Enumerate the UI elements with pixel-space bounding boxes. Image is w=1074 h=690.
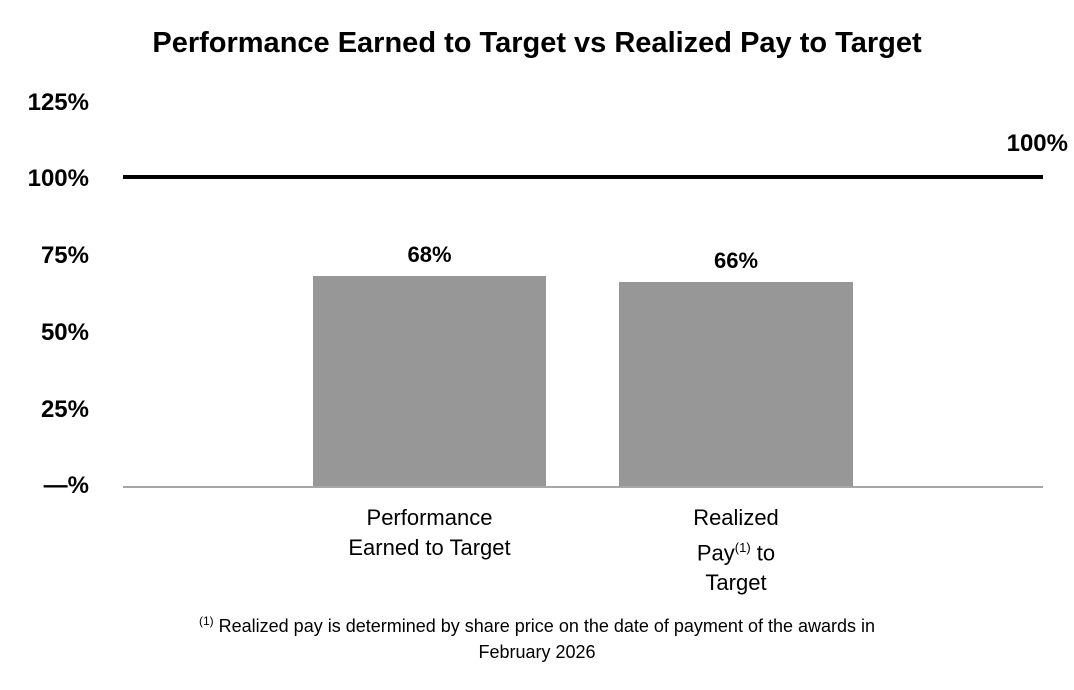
target-line [123,175,1043,179]
bar-group-realized-pay: 66% [619,249,853,487]
category-label-line: Performance [366,505,493,530]
footnote-line: February 2026 [478,642,596,662]
footnote-marker: (1) [198,614,214,628]
footnote-line: (1) Realized pay is determined by share … [0,608,1074,639]
chart-title: Performance Earned to Target vs Realized… [152,27,922,59]
x-axis-line [123,486,1043,488]
target-line-label: 100% [1006,130,1068,157]
bar-group-performance-earned: 68% [313,243,546,487]
y-axis-tick-25: 25% [40,396,89,423]
footnote-marker: (1) [734,540,751,555]
bar-rect-performance-earned [313,276,546,487]
footnote-text: Realized pay is determined by share pric… [213,616,876,636]
category-label-line: Earned to Target [348,535,511,560]
category-label-text: to [750,540,776,566]
bar-rect-realized-pay [619,282,853,487]
bar-value-label-realized-pay: 66% [713,248,759,273]
footnote: (1) Realized pay is determined by share … [0,608,1074,665]
category-label-text: Pay [696,540,735,566]
category-label-line: Realized [693,505,779,530]
category-label-line: Pay(1) to [619,533,853,568]
category-label-realized-pay: Realized Pay(1) to Target [619,503,853,598]
y-axis-tick-125: 125% [27,89,89,116]
y-axis-tick-0: —% [43,472,89,499]
bar-value-label-performance-earned: 68% [407,242,452,267]
y-axis-tick-100: 100% [27,165,89,192]
y-axis-tick-75: 75% [40,242,89,269]
category-label-line: Target [705,570,767,596]
category-label-performance-earned: Performance Earned to Target [313,503,546,563]
y-axis-tick-50: 50% [40,319,89,346]
